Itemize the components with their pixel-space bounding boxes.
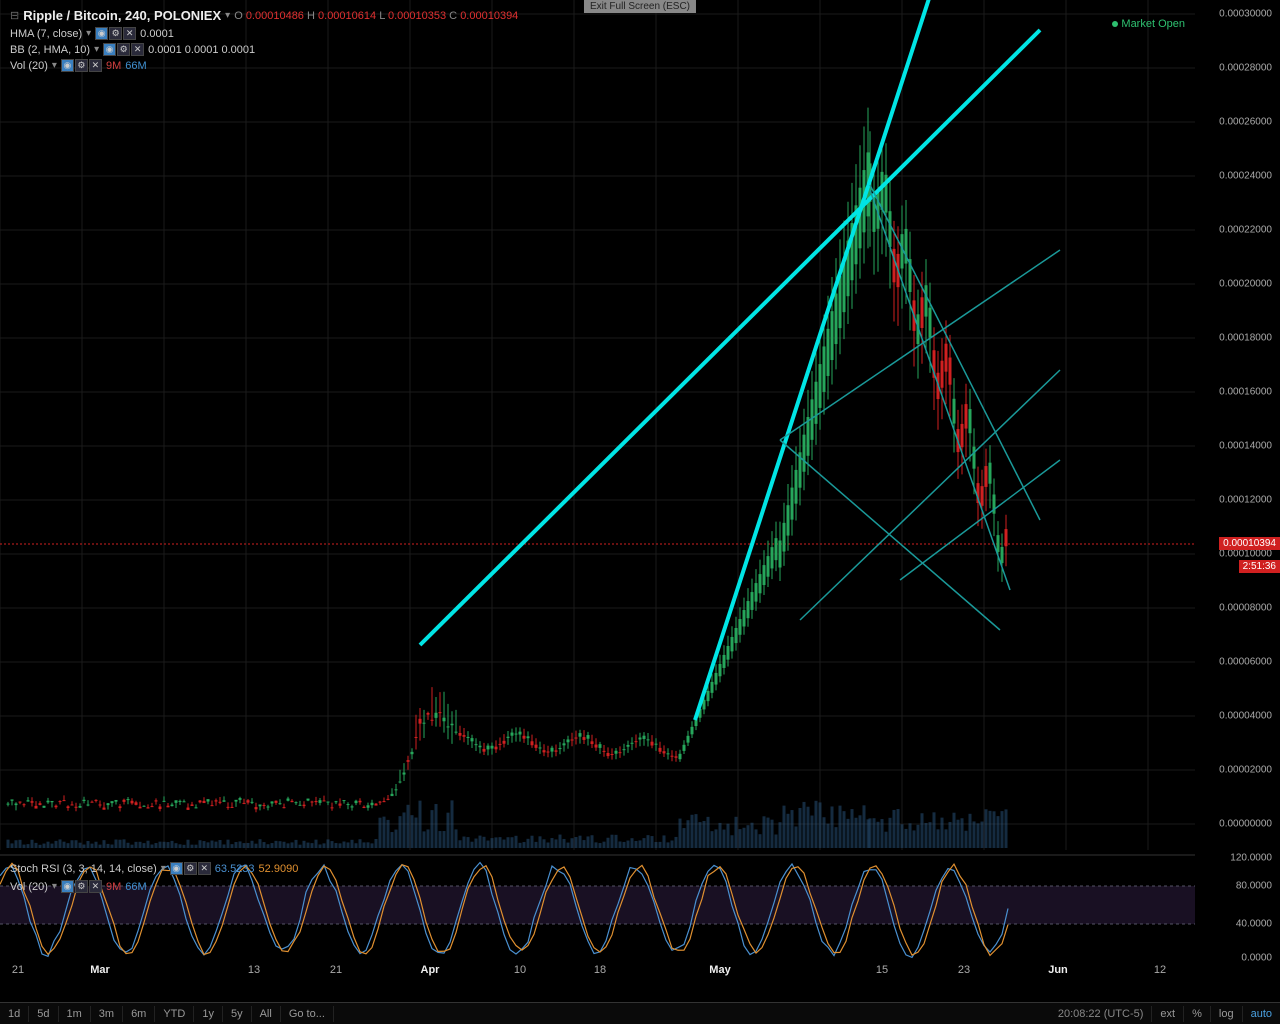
settings-icon[interactable]: ⚙ xyxy=(117,43,130,56)
price-tick: 0.00008000 xyxy=(1219,603,1272,614)
exit-fullscreen-hint[interactable]: Exit Full Screen (ESC) xyxy=(584,0,696,13)
symbol-label[interactable]: Ripple / Bitcoin, 240, POLONIEX xyxy=(23,8,221,23)
timeframe-6m[interactable]: 6m xyxy=(123,1006,155,1022)
time-tick: 21 xyxy=(12,964,24,976)
chevron-down-icon[interactable]: ▾ xyxy=(52,881,57,892)
time-tick: Jun xyxy=(1048,964,1068,976)
indicator-vol: Vol (20) ▾ ◉ ⚙ ✕ 9M 66M xyxy=(10,59,518,72)
chevron-down-icon[interactable]: ▾ xyxy=(94,44,99,55)
market-status: Market Open xyxy=(1112,18,1185,30)
bottom-toolbar: 1d5d1m3m6mYTD1y5yAllGo to... 20:08:22 (UT… xyxy=(0,1002,1280,1024)
ohlc-readout: O 0.00010486 H 0.00010614 L 0.00010353 C… xyxy=(234,10,518,22)
clock: 20:08:22 (UTC-5) xyxy=(1050,1008,1152,1020)
visibility-icon[interactable]: ◉ xyxy=(95,27,108,40)
scale-%[interactable]: % xyxy=(1183,1006,1210,1022)
price-tick: 0.00006000 xyxy=(1219,657,1272,668)
price-tick: 0.00002000 xyxy=(1219,765,1272,776)
chevron-down-icon[interactable]: ▾ xyxy=(225,10,230,21)
visibility-icon[interactable]: ◉ xyxy=(61,880,74,893)
settings-icon[interactable]: ⚙ xyxy=(75,59,88,72)
timeframe-1y[interactable]: 1y xyxy=(194,1006,223,1022)
visibility-icon[interactable]: ◉ xyxy=(103,43,116,56)
time-tick: 21 xyxy=(330,964,342,976)
price-tick: 0.00030000 xyxy=(1219,9,1272,20)
timeframe-all[interactable]: All xyxy=(252,1006,281,1022)
price-tick: 0.00016000 xyxy=(1219,387,1272,398)
chevron-down-icon[interactable]: ▾ xyxy=(86,28,91,39)
time-tick: Apr xyxy=(421,964,440,976)
stoch-tick: 80.0000 xyxy=(1236,881,1272,892)
delete-icon[interactable]: ✕ xyxy=(89,59,102,72)
scale-log[interactable]: log xyxy=(1210,1006,1242,1022)
main-chart-area[interactable] xyxy=(0,0,1195,964)
indicator-vol-overlay: Vol (20) ▾ ◉ ⚙ ✕ 9M 66M xyxy=(10,880,147,893)
timeframe-1m[interactable]: 1m xyxy=(59,1006,91,1022)
delete-icon[interactable]: ✕ xyxy=(89,880,102,893)
time-tick: 23 xyxy=(958,964,970,976)
visibility-icon[interactable]: ◉ xyxy=(170,862,183,875)
scale-ext[interactable]: ext xyxy=(1151,1006,1183,1022)
price-tick: 0.00028000 xyxy=(1219,63,1272,74)
chevron-down-icon[interactable]: ▾ xyxy=(161,863,166,874)
settings-icon[interactable]: ⚙ xyxy=(75,880,88,893)
price-tick: 0.00024000 xyxy=(1219,171,1272,182)
time-tick: 12 xyxy=(1154,964,1166,976)
settings-icon[interactable]: ⚙ xyxy=(109,27,122,40)
time-tick: May xyxy=(709,964,730,976)
collapse-icon[interactable]: ⊟ xyxy=(10,9,19,22)
settings-icon[interactable]: ⚙ xyxy=(184,862,197,875)
price-tick: 0.00020000 xyxy=(1219,279,1272,290)
price-tick: 0.00004000 xyxy=(1219,711,1272,722)
stoch-tick: 40.0000 xyxy=(1236,919,1272,930)
price-tick: 0.00000000 xyxy=(1219,819,1272,830)
countdown-tag: 2:51:36 xyxy=(1239,560,1280,573)
delete-icon[interactable]: ✕ xyxy=(131,43,144,56)
price-tick: 0.00018000 xyxy=(1219,333,1272,344)
timeframe-5y[interactable]: 5y xyxy=(223,1006,252,1022)
time-tick: Mar xyxy=(90,964,110,976)
price-tick: 0.00026000 xyxy=(1219,117,1272,128)
current-price-tag: 0.00010394 xyxy=(1219,537,1280,550)
chevron-down-icon[interactable]: ▾ xyxy=(52,60,57,71)
indicator-stoch: Stoch RSI (3, 3, 14, 14, close) ▾ ◉ ⚙ ✕ … xyxy=(10,862,298,875)
timeframe-1d[interactable]: 1d xyxy=(0,1006,29,1022)
timeframe-goto[interactable]: Go to... xyxy=(281,1006,334,1022)
time-tick: 13 xyxy=(248,964,260,976)
time-tick: 10 xyxy=(514,964,526,976)
status-dot-icon xyxy=(1112,21,1118,27)
indicator-bb: BB (2, HMA, 10) ▾ ◉ ⚙ ✕ 0.0001 0.0001 0.… xyxy=(10,43,518,56)
chart-header: ⊟ Ripple / Bitcoin, 240, POLONIEX ▾ O 0.… xyxy=(10,8,518,75)
time-axis[interactable]: 21 Mar 13 21 Apr 10 18 May 15 23 Jun 12 xyxy=(0,964,1195,984)
price-tick: 0.00010000 xyxy=(1219,549,1272,560)
price-tick: 0.00014000 xyxy=(1219,441,1272,452)
time-tick: 15 xyxy=(876,964,888,976)
price-tick: 0.00022000 xyxy=(1219,225,1272,236)
chart-svg xyxy=(0,0,1195,964)
time-tick: 18 xyxy=(594,964,606,976)
timeframe-3m[interactable]: 3m xyxy=(91,1006,123,1022)
delete-icon[interactable]: ✕ xyxy=(198,862,211,875)
timeframe-ytd[interactable]: YTD xyxy=(155,1006,194,1022)
scale-auto[interactable]: auto xyxy=(1242,1006,1280,1022)
stoch-tick: 0.0000 xyxy=(1241,953,1272,964)
visibility-icon[interactable]: ◉ xyxy=(61,59,74,72)
stoch-tick: 120.0000 xyxy=(1230,853,1272,864)
delete-icon[interactable]: ✕ xyxy=(123,27,136,40)
timeframe-5d[interactable]: 5d xyxy=(29,1006,58,1022)
indicator-hma: HMA (7, close) ▾ ◉ ⚙ ✕ 0.0001 xyxy=(10,27,518,40)
indicator-controls: ◉ ⚙ ✕ xyxy=(95,27,136,40)
price-tick: 0.00012000 xyxy=(1219,495,1272,506)
price-axis[interactable]: 0.00030000 0.00028000 0.00026000 0.00024000… xyxy=(1195,0,1280,964)
